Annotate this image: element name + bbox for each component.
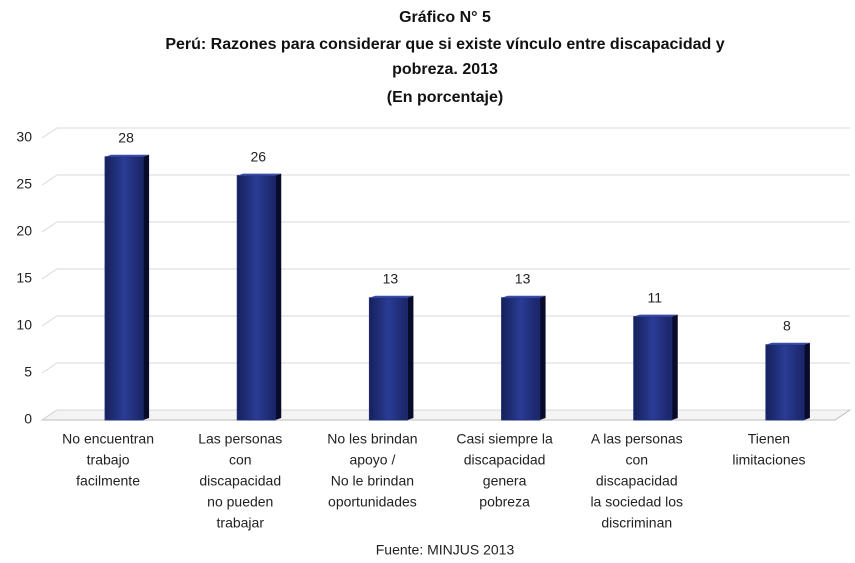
x-tick-label: discapacidad	[464, 452, 546, 468]
x-tick-label: Casi siempre la	[456, 431, 553, 447]
grid-line	[41, 268, 850, 280]
x-tick-label: pobreza	[479, 494, 530, 510]
x-tick-label: discapacidad	[596, 473, 678, 489]
x-tick-label: A las personas	[591, 431, 683, 447]
bar-top	[633, 314, 678, 317]
chart-subtitle: Perú: Razones para considerar que si exi…	[165, 36, 724, 53]
x-tick-label: genera	[483, 473, 527, 489]
bar	[368, 297, 408, 421]
grid-line	[41, 315, 850, 327]
grid-line	[41, 362, 850, 374]
bar-side	[143, 154, 150, 421]
bar-top	[105, 154, 150, 157]
x-tick-label: Tienen	[748, 431, 790, 447]
bar-side	[803, 342, 810, 420]
grid-line	[41, 127, 850, 139]
y-tick-label: 10	[16, 317, 32, 333]
grid-line	[41, 174, 850, 186]
x-tick-label: trabajar	[217, 515, 265, 531]
y-tick-label: 15	[16, 270, 32, 286]
x-tick-label: No encuentran	[62, 431, 154, 447]
x-tick-label: apoyo /	[349, 452, 395, 468]
bar	[765, 344, 805, 421]
bar-side	[407, 295, 414, 420]
bar-side	[539, 295, 546, 420]
y-tick-label: 5	[24, 364, 32, 380]
value-label: 26	[250, 148, 266, 164]
bar	[501, 297, 541, 421]
chart-subtitle: pobreza. 2013	[392, 61, 498, 78]
x-tick-label: No le brindan	[331, 473, 414, 489]
value-label: 11	[647, 289, 662, 305]
x-tick-label: limitaciones	[732, 452, 805, 468]
floor	[40, 409, 852, 421]
y-tick-label: 0	[24, 411, 32, 427]
x-tick-label: facilmente	[76, 473, 140, 489]
bar-side	[275, 173, 282, 420]
value-label: 28	[118, 130, 134, 146]
value-label: 13	[383, 271, 399, 287]
x-tick-label: oportunidades	[328, 494, 417, 510]
source: Fuente: MINJUS 2013	[376, 542, 515, 558]
unit-note: (En porcentaje)	[387, 89, 503, 106]
x-tick-label: con	[625, 452, 648, 468]
y-tick-label: 30	[16, 129, 32, 145]
bar-top	[369, 295, 414, 298]
y-tick-label: 25	[16, 176, 32, 192]
value-label: 8	[783, 318, 791, 334]
x-tick-label: discapacidad	[199, 473, 281, 489]
grid-line	[41, 221, 850, 233]
x-tick-label: la sociedad los	[590, 494, 683, 510]
chart-title: Gráfico N° 5	[399, 9, 491, 26]
bar	[104, 156, 144, 421]
bar	[236, 175, 276, 421]
x-tick-label: discriminan	[601, 515, 672, 531]
bar	[633, 316, 673, 421]
x-tick-label: No les brindan	[327, 431, 417, 447]
value-label: 13	[515, 271, 531, 287]
x-tick-label: no pueden	[207, 494, 273, 510]
bar-side	[671, 314, 678, 420]
x-tick-label: trabajo	[87, 452, 130, 468]
y-tick-label: 20	[16, 223, 32, 239]
bar-top	[765, 342, 810, 345]
x-tick-label: con	[229, 452, 252, 468]
bar-top	[501, 295, 546, 298]
bar-top	[237, 173, 282, 176]
x-tick-label: Las personas	[198, 431, 282, 447]
grid-line	[41, 409, 850, 421]
